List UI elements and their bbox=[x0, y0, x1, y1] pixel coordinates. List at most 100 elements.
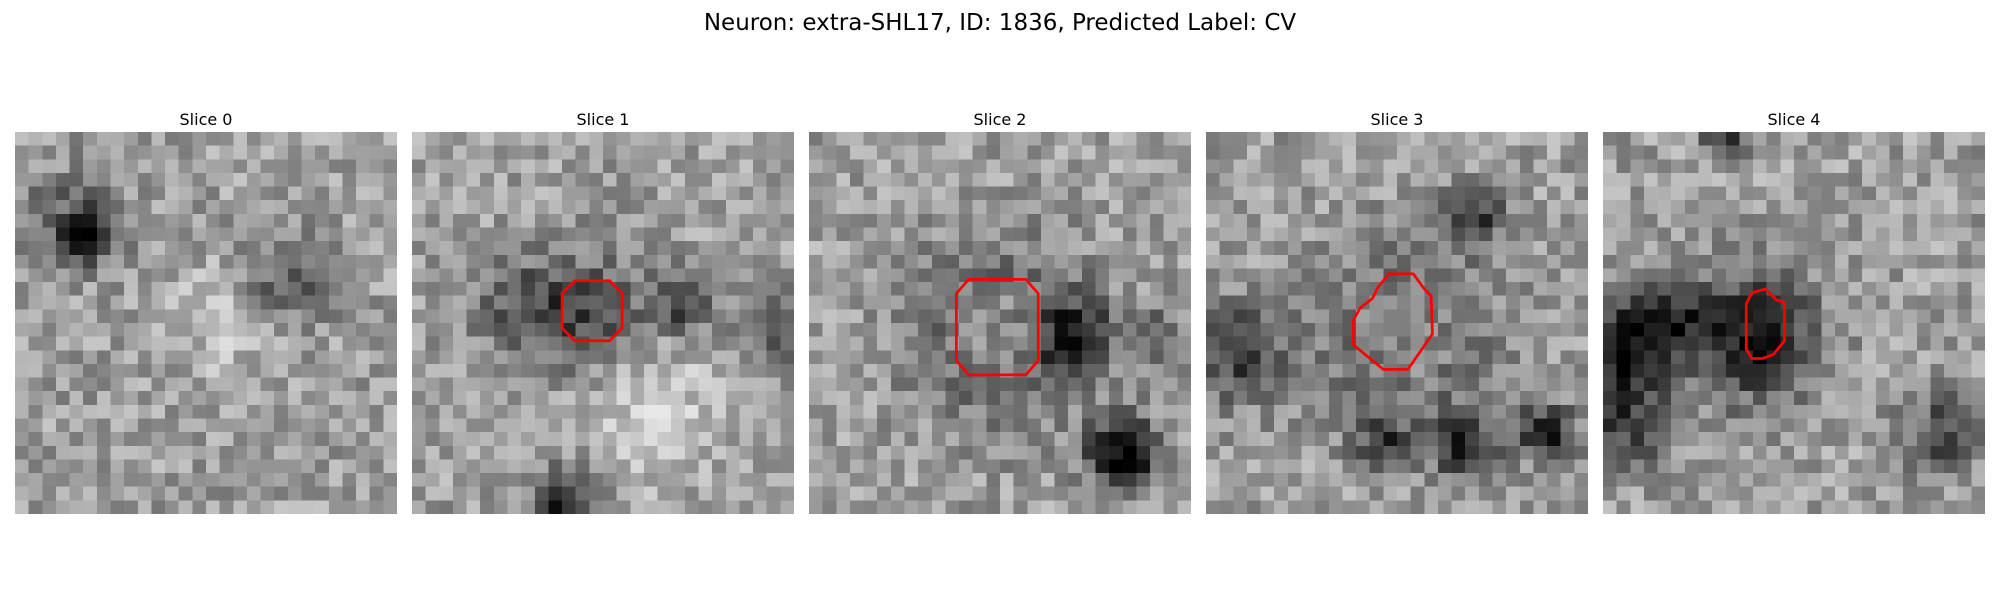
pixel bbox=[945, 227, 960, 242]
pixel bbox=[1506, 404, 1521, 419]
pixel bbox=[1889, 500, 1904, 514]
pixel bbox=[931, 459, 946, 474]
pixel bbox=[1315, 350, 1330, 365]
pixel bbox=[1081, 227, 1096, 242]
pixel bbox=[809, 159, 823, 174]
pixel bbox=[1369, 227, 1384, 242]
pixel bbox=[836, 186, 851, 201]
pixel bbox=[616, 391, 631, 406]
pixel bbox=[877, 241, 892, 256]
pixel bbox=[972, 473, 987, 487]
pixel bbox=[1356, 445, 1370, 460]
pixel bbox=[1219, 404, 1234, 419]
pixel bbox=[684, 159, 699, 174]
pixel bbox=[1095, 186, 1110, 201]
pixel bbox=[766, 159, 781, 174]
pixel bbox=[1054, 363, 1069, 378]
pixel bbox=[1807, 350, 1822, 365]
pixel bbox=[1177, 350, 1191, 365]
pixel bbox=[1519, 159, 1534, 174]
pixel bbox=[480, 132, 495, 146]
pixel bbox=[28, 227, 43, 242]
pixel bbox=[1068, 473, 1083, 487]
pixel bbox=[15, 323, 29, 337]
pixel bbox=[1944, 241, 1958, 256]
pixel bbox=[1807, 323, 1822, 337]
pixel bbox=[548, 336, 563, 351]
pixel bbox=[110, 391, 125, 406]
pixel bbox=[1136, 213, 1151, 228]
pixel bbox=[1068, 404, 1083, 419]
pixel bbox=[753, 404, 767, 419]
pixel bbox=[863, 391, 878, 406]
pixel bbox=[1807, 432, 1822, 447]
pixel bbox=[1848, 282, 1863, 296]
pixel bbox=[328, 432, 343, 447]
pixel bbox=[1957, 418, 1972, 433]
pixel bbox=[1725, 227, 1740, 242]
pixel bbox=[15, 500, 29, 514]
pixel bbox=[1356, 500, 1370, 514]
pixel bbox=[1478, 213, 1493, 228]
pixel bbox=[15, 200, 29, 215]
pixel bbox=[1040, 377, 1055, 392]
pixel bbox=[1780, 241, 1795, 256]
pixel bbox=[1027, 473, 1042, 487]
pixel bbox=[1274, 172, 1289, 187]
pixel bbox=[369, 323, 384, 337]
pixel bbox=[1971, 473, 1985, 487]
pixel bbox=[698, 186, 713, 201]
pixel bbox=[753, 282, 767, 296]
pixel bbox=[425, 404, 440, 419]
pixel bbox=[480, 172, 495, 187]
pixel bbox=[1095, 391, 1110, 406]
pixel bbox=[1574, 268, 1588, 283]
pixel bbox=[589, 404, 604, 419]
pixel bbox=[1246, 500, 1261, 514]
pixel bbox=[439, 486, 454, 501]
pixel bbox=[480, 363, 495, 378]
pixel bbox=[1356, 295, 1370, 310]
pixel bbox=[1356, 363, 1370, 378]
pixel bbox=[986, 445, 1001, 460]
pixel bbox=[1616, 350, 1631, 365]
pixel bbox=[1315, 404, 1330, 419]
pixel bbox=[28, 323, 43, 337]
pixel bbox=[822, 432, 837, 447]
pixel bbox=[766, 227, 781, 242]
pixel bbox=[1944, 200, 1958, 215]
pixel bbox=[972, 336, 987, 351]
pixel bbox=[287, 473, 302, 487]
pixel bbox=[1260, 336, 1275, 351]
pixel bbox=[412, 473, 426, 487]
pixel bbox=[1944, 172, 1958, 187]
pixel bbox=[383, 309, 397, 324]
pixel bbox=[1478, 432, 1493, 447]
pixel bbox=[809, 404, 823, 419]
pixel bbox=[274, 172, 289, 187]
pixel bbox=[616, 323, 631, 337]
pixel bbox=[425, 500, 440, 514]
pixel bbox=[274, 254, 289, 269]
pixel bbox=[165, 473, 179, 487]
pixel bbox=[452, 336, 467, 351]
pixel bbox=[809, 254, 823, 269]
pixel bbox=[1616, 500, 1631, 514]
pixel bbox=[219, 500, 234, 514]
pixel bbox=[877, 350, 892, 365]
pixel bbox=[83, 336, 98, 351]
pixel bbox=[836, 336, 851, 351]
pixel bbox=[575, 309, 590, 324]
pixel bbox=[1465, 241, 1480, 256]
pixel bbox=[1492, 241, 1507, 256]
pixel bbox=[233, 132, 248, 146]
pixel bbox=[1000, 227, 1014, 242]
pixel bbox=[425, 336, 440, 351]
pixel bbox=[493, 418, 508, 433]
pixel bbox=[766, 432, 781, 447]
pixel bbox=[725, 404, 740, 419]
pixel bbox=[192, 132, 207, 146]
pixel bbox=[1630, 254, 1645, 269]
pixel bbox=[1274, 500, 1289, 514]
pixel bbox=[110, 309, 125, 324]
